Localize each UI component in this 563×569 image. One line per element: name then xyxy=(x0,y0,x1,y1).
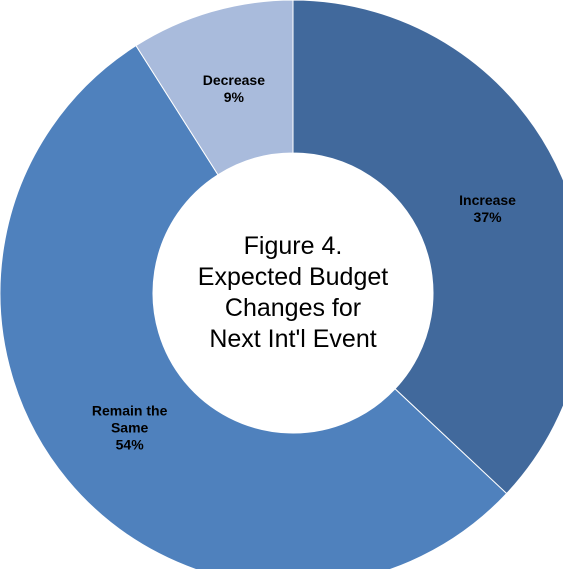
value-label: 9% xyxy=(223,89,244,106)
slice xyxy=(0,44,508,569)
slice-label: Decrease 9% xyxy=(182,72,286,106)
title-line: Expected Budget xyxy=(197,263,389,291)
slice-label: Remain the Same 54% xyxy=(78,403,182,454)
title-line: Figure 4. xyxy=(243,232,343,260)
value-label: 37% xyxy=(473,208,502,225)
category-label: Remain the Same xyxy=(91,402,168,436)
chart-title: Figure 4. Expected Budget Changes for Next … xyxy=(198,231,388,355)
slice-label: Increase 37% xyxy=(436,192,540,226)
slice xyxy=(135,0,294,176)
category-label: Increase xyxy=(459,191,516,208)
category-label: Decrease xyxy=(202,72,265,89)
title-line: Changes for xyxy=(224,294,362,322)
value-label: 54% xyxy=(115,436,144,453)
title-line: Next Int'l Event xyxy=(209,325,377,353)
slice xyxy=(292,0,563,495)
